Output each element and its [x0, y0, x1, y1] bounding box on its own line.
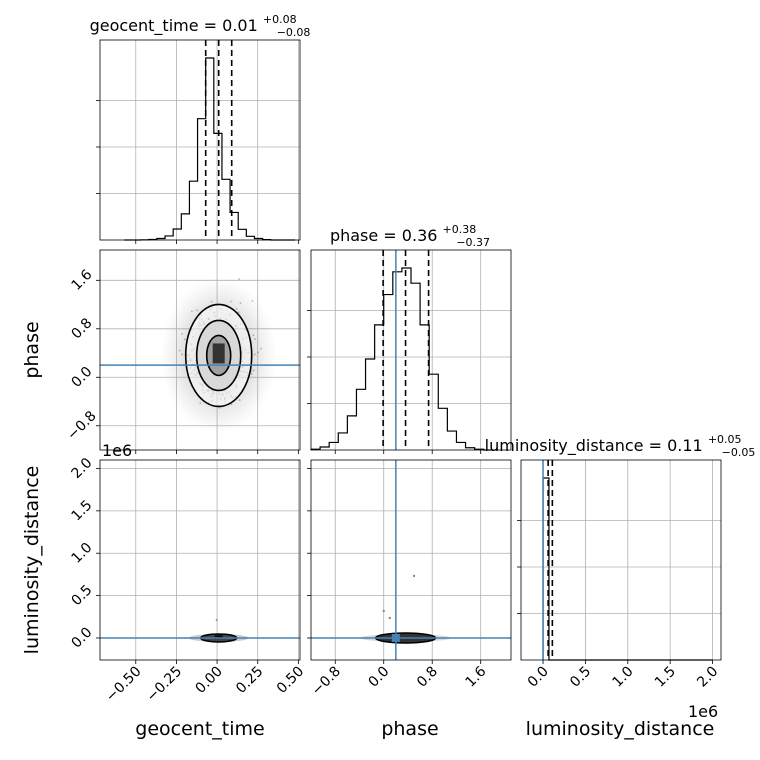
luminosity-distance-title: luminosity_distance = 0.11 +0.05 −0.05: [485, 428, 756, 459]
y-tick-label: 0.8: [68, 315, 95, 342]
geocent-time-vs-luminosity-distance-panel: [96, 459, 301, 664]
panel-frame: [310, 459, 512, 661]
phase-histogram-panel: [307, 249, 512, 454]
x-axis-label-phase: phase: [381, 718, 438, 740]
scatter-point: [235, 307, 238, 310]
scatter-point: [181, 333, 184, 335]
scatter-point: [178, 349, 181, 352]
x-tick-label: 0.8: [414, 664, 441, 691]
histogram-step: [310, 267, 493, 451]
density-contours: [160, 277, 277, 434]
scatter-point: [239, 302, 242, 304]
density-peak: [212, 343, 225, 364]
scatter-point: [252, 369, 255, 372]
luminosity-distance-histogram-panel: [517, 459, 722, 664]
scatter-point: [257, 351, 259, 354]
scatter-point: [238, 278, 240, 281]
x-tick-label: 0.5: [567, 664, 594, 691]
scatter-point: [190, 310, 193, 313]
scatter-point: [260, 347, 262, 350]
y-tick-label: 1.0: [68, 540, 95, 567]
scatter-point: [254, 353, 256, 356]
x-axis-label-geocent-time: geocent_time: [135, 718, 264, 740]
panel-frame: [99, 39, 301, 241]
x-tick-label: 1.5: [652, 664, 679, 691]
panel-frame: [310, 249, 512, 451]
scatter-point: [218, 406, 221, 409]
x-tick-label: 0.0: [365, 664, 392, 691]
scatter-point: [199, 402, 202, 405]
y-axis-label-phase: phase: [21, 321, 43, 378]
y-tick-label: 1.5: [68, 497, 95, 524]
y-tick-label: 1.6: [68, 267, 95, 294]
scatter-point: [181, 353, 183, 356]
geocent-time-vs-phase-panel: [96, 249, 301, 454]
x-tick-label: −0.25: [144, 664, 186, 706]
scatter-point: [388, 616, 391, 620]
scatter-point: [412, 574, 416, 578]
scatter-point: [210, 300, 213, 303]
scatter-point: [237, 311, 240, 314]
x-tick-label: 1.6: [462, 663, 489, 690]
x-tick-label: 0.25: [233, 664, 266, 697]
x-tick-label: 0.00: [193, 664, 226, 697]
y-axis-label-luminosity-distance: luminosity_distance: [21, 466, 43, 655]
x-offset-text-luminosity-distance: 1e6: [688, 702, 718, 721]
scatter-point: [250, 373, 253, 375]
scatter-point: [382, 609, 385, 613]
geocent-time-title: geocent_time = 0.01 +0.08 −0.08: [90, 8, 311, 39]
y-tick-label: 0.0: [68, 624, 95, 651]
scatter-point: [215, 618, 218, 621]
y-offset-text-luminosity-distance: 1e6: [102, 441, 132, 460]
truth-marker: [391, 633, 400, 642]
panel-frame: [99, 249, 301, 451]
scatter-point: [251, 300, 254, 302]
scatter-point: [230, 300, 232, 303]
geocent-time-histogram-panel: [96, 39, 301, 244]
x-tick-label: 1.0: [610, 664, 637, 691]
scatter-point: [183, 338, 186, 341]
scatter-point: [252, 334, 255, 337]
x-tick-label: 2.0: [694, 664, 721, 691]
phase-title: phase = 0.36 +0.38 −0.37: [330, 218, 490, 249]
y-tick-label: 0.0: [68, 364, 95, 391]
y-tick-label: 2.0: [68, 455, 95, 482]
panel-frame: [99, 459, 301, 661]
x-tick-label: −0.50: [103, 664, 145, 706]
density-contours: [360, 574, 451, 644]
scatter-point: [196, 309, 198, 312]
density-peak: [214, 633, 223, 638]
y-tick-label: 0.5: [68, 582, 95, 609]
y-tick-label: −0.8: [64, 408, 99, 443]
phase-vs-luminosity-distance-panel: [307, 459, 512, 664]
x-tick-label: 0.50: [274, 664, 307, 697]
scatter-point: [254, 338, 256, 340]
x-axis-label-luminosity-distance: luminosity_distance: [526, 718, 715, 740]
x-tick-label: −0.8: [309, 664, 344, 699]
scatter-point: [238, 399, 241, 401]
panel-frame: [520, 459, 722, 661]
histogram-step: [124, 57, 296, 241]
x-tick-label: 0.0: [525, 664, 552, 691]
